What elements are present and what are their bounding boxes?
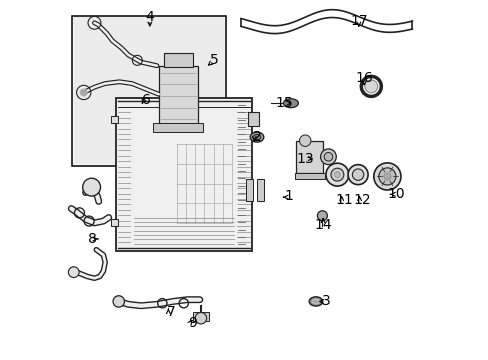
Text: 12: 12 xyxy=(353,193,370,207)
Text: 3: 3 xyxy=(322,294,330,309)
Bar xyxy=(257,179,264,201)
Text: 5: 5 xyxy=(209,53,218,67)
Circle shape xyxy=(325,163,348,186)
Text: 15: 15 xyxy=(274,96,292,110)
Circle shape xyxy=(334,172,340,177)
Circle shape xyxy=(68,267,79,278)
Bar xyxy=(159,66,198,126)
Bar xyxy=(72,16,225,166)
Text: 13: 13 xyxy=(296,152,313,166)
Circle shape xyxy=(82,178,101,196)
Circle shape xyxy=(330,168,343,181)
Ellipse shape xyxy=(283,99,298,108)
Bar xyxy=(74,18,224,164)
Circle shape xyxy=(320,149,336,165)
Bar xyxy=(153,123,203,132)
Text: 10: 10 xyxy=(386,187,404,201)
Circle shape xyxy=(324,153,332,161)
Circle shape xyxy=(378,168,395,185)
Circle shape xyxy=(373,163,400,190)
Text: 17: 17 xyxy=(349,14,367,28)
Bar xyxy=(116,98,251,251)
Circle shape xyxy=(113,296,124,307)
Circle shape xyxy=(347,165,367,185)
Circle shape xyxy=(352,169,363,180)
Ellipse shape xyxy=(311,299,319,304)
Text: 1: 1 xyxy=(284,189,293,203)
Bar xyxy=(110,219,118,226)
Ellipse shape xyxy=(308,297,322,306)
Circle shape xyxy=(80,89,87,96)
Bar xyxy=(294,173,324,179)
Bar xyxy=(296,141,323,173)
Bar xyxy=(246,179,253,201)
Circle shape xyxy=(364,80,377,93)
Text: 4: 4 xyxy=(145,10,154,24)
Bar xyxy=(164,53,192,67)
Text: 11: 11 xyxy=(335,193,353,207)
Bar xyxy=(193,312,208,321)
Text: 2: 2 xyxy=(252,130,261,144)
Text: 8: 8 xyxy=(88,232,97,246)
Circle shape xyxy=(383,173,390,180)
Circle shape xyxy=(317,211,326,221)
Bar xyxy=(110,116,118,123)
Ellipse shape xyxy=(250,132,263,142)
Text: 9: 9 xyxy=(188,316,197,330)
Bar xyxy=(247,112,258,126)
Circle shape xyxy=(195,312,206,324)
Ellipse shape xyxy=(253,134,261,140)
Text: 6: 6 xyxy=(142,93,150,107)
Text: 14: 14 xyxy=(314,218,331,231)
Text: 16: 16 xyxy=(355,71,372,85)
Text: 7: 7 xyxy=(166,305,175,319)
Circle shape xyxy=(299,135,310,147)
